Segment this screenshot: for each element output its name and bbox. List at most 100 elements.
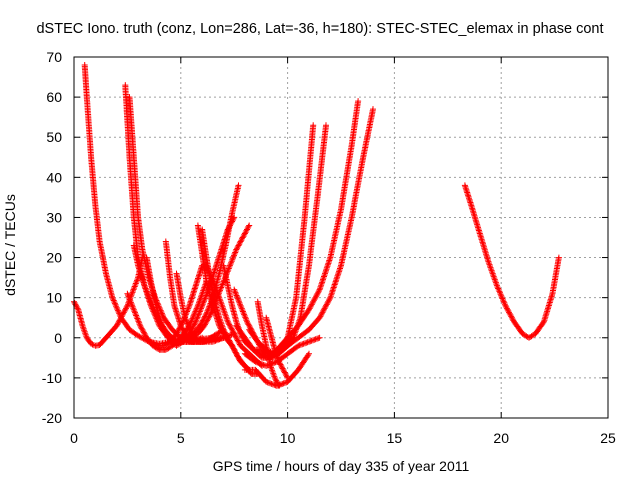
data-point <box>181 329 188 336</box>
data-point <box>220 326 227 333</box>
data-point <box>355 98 362 105</box>
data-point <box>200 298 207 305</box>
data-point <box>74 305 81 312</box>
data-point <box>207 312 213 318</box>
data-point <box>240 310 247 316</box>
data-point <box>235 242 242 249</box>
data-point <box>204 316 211 323</box>
data-point <box>226 321 233 328</box>
data-points <box>71 62 562 389</box>
data-point <box>508 314 515 321</box>
data-point <box>235 354 242 361</box>
data-point <box>306 350 312 357</box>
data-point <box>231 346 238 353</box>
data-point <box>230 345 237 352</box>
y-axis-label: dSTEC / TECUs <box>2 194 18 296</box>
data-point <box>189 325 196 332</box>
data-series <box>124 278 210 353</box>
data-point <box>122 306 129 313</box>
data-point <box>504 306 511 313</box>
data-point <box>233 292 240 299</box>
data-point <box>141 330 148 337</box>
data-point <box>282 370 289 377</box>
data-point <box>213 287 220 294</box>
data-point <box>88 340 95 347</box>
data-point <box>320 308 327 314</box>
data-point <box>497 289 503 296</box>
data-point <box>143 288 150 295</box>
data-point <box>236 241 243 248</box>
data-point <box>196 308 203 315</box>
data-point <box>129 303 136 310</box>
grid <box>74 57 608 418</box>
data-point <box>271 374 278 381</box>
data-point <box>145 291 151 298</box>
data-point <box>189 324 196 331</box>
data-point <box>314 290 321 297</box>
data-point <box>109 294 116 301</box>
data-point <box>231 332 238 339</box>
data-series <box>263 98 362 361</box>
data-point <box>315 289 322 296</box>
data-point <box>226 337 233 344</box>
data-point <box>177 322 184 329</box>
data-point <box>179 320 186 327</box>
data-point <box>307 304 314 310</box>
data-point <box>509 316 516 323</box>
data-point <box>111 300 118 307</box>
data-point <box>495 285 502 292</box>
data-series <box>273 106 376 357</box>
y-tick-label: 60 <box>46 89 62 105</box>
data-point <box>238 237 245 244</box>
data-point <box>264 347 271 354</box>
data-point <box>505 308 512 314</box>
data-point <box>309 300 316 306</box>
data-point <box>134 315 141 322</box>
data-point <box>229 342 236 349</box>
data-point <box>114 307 121 314</box>
data-point <box>177 324 184 331</box>
data-point <box>245 223 252 230</box>
data-point <box>241 231 248 238</box>
y-tick-label: -10 <box>42 370 62 386</box>
data-point <box>319 309 326 316</box>
data-point <box>232 333 239 340</box>
data-point <box>498 292 505 299</box>
data-series <box>177 182 242 341</box>
data-point <box>121 308 128 314</box>
data-point <box>140 328 147 335</box>
data-point <box>324 300 331 306</box>
data-point <box>236 356 243 363</box>
data-point <box>231 348 238 355</box>
data-series <box>461 182 562 341</box>
data-point <box>498 294 505 301</box>
data-point <box>226 264 233 270</box>
y-tick-label: 10 <box>46 290 62 306</box>
data-point <box>232 349 239 356</box>
data-point <box>316 334 323 341</box>
data-point <box>206 313 213 320</box>
data-point <box>273 377 280 384</box>
data-point <box>205 314 212 321</box>
data-point <box>320 306 327 313</box>
x-tick-label: 20 <box>493 430 509 446</box>
data-point <box>326 296 333 302</box>
data-point <box>501 301 508 308</box>
data-point <box>192 320 198 327</box>
data-point <box>131 308 138 315</box>
data-point <box>236 239 243 246</box>
data-point <box>305 352 312 359</box>
data-point <box>278 364 285 371</box>
data-point <box>494 284 501 291</box>
x-tick-label: 10 <box>280 430 296 446</box>
data-point <box>229 328 236 335</box>
data-point <box>318 312 325 318</box>
data-point <box>139 326 146 333</box>
data-series <box>241 350 312 389</box>
data-point <box>231 250 238 257</box>
data-point <box>242 314 249 321</box>
data-point <box>229 344 236 351</box>
data-point <box>235 182 242 189</box>
data-point <box>242 229 249 236</box>
x-axis-label: GPS time / hours of day 335 of year 2011 <box>212 458 470 474</box>
